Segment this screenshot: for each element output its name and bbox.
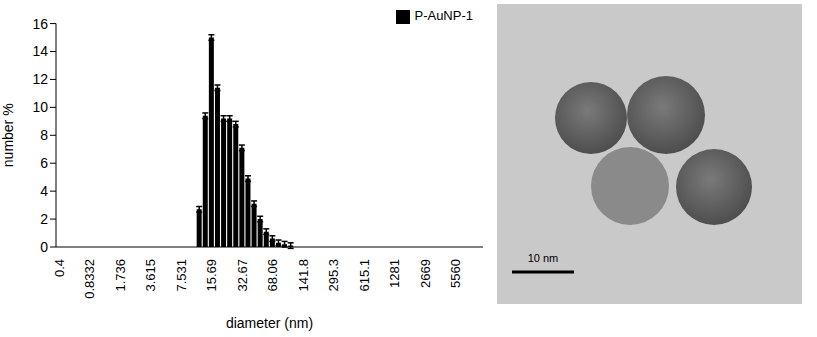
svg-text:16: 16 xyxy=(32,16,48,32)
svg-text:32.67: 32.67 xyxy=(235,259,250,292)
html-text:P-AuNP-1: P-AuNP-1 xyxy=(414,8,473,23)
svg-text:10: 10 xyxy=(32,99,48,115)
svg-text:7.531: 7.531 xyxy=(174,259,189,292)
svg-text:12: 12 xyxy=(32,71,48,87)
svg-text:14: 14 xyxy=(32,43,48,59)
svg-text:8: 8 xyxy=(40,127,48,143)
svg-text:295.3: 295.3 xyxy=(326,259,341,292)
svg-text:number %: number % xyxy=(0,103,16,167)
svg-text:0.4: 0.4 xyxy=(52,259,67,277)
svg-text:2: 2 xyxy=(40,211,48,227)
svg-text:15.69: 15.69 xyxy=(204,259,219,292)
svg-text:0: 0 xyxy=(40,239,48,255)
svg-text:10 nm: 10 nm xyxy=(528,252,559,264)
svg-text:615.1: 615.1 xyxy=(357,259,372,292)
svg-text:4: 4 xyxy=(40,183,48,199)
svg-text:6: 6 xyxy=(40,155,48,171)
svg-text:1281: 1281 xyxy=(387,259,402,288)
svg-text:68.06: 68.06 xyxy=(265,259,280,292)
svg-text:0.8332: 0.8332 xyxy=(82,259,97,299)
svg-text:3.615: 3.615 xyxy=(143,259,158,292)
svg-text:141.8: 141.8 xyxy=(296,259,311,292)
svg-text:2669: 2669 xyxy=(418,259,433,288)
svg-text:5560: 5560 xyxy=(448,259,463,288)
svg-text:diameter (nm): diameter (nm) xyxy=(226,315,313,331)
svg-text:1.736: 1.736 xyxy=(113,259,128,292)
